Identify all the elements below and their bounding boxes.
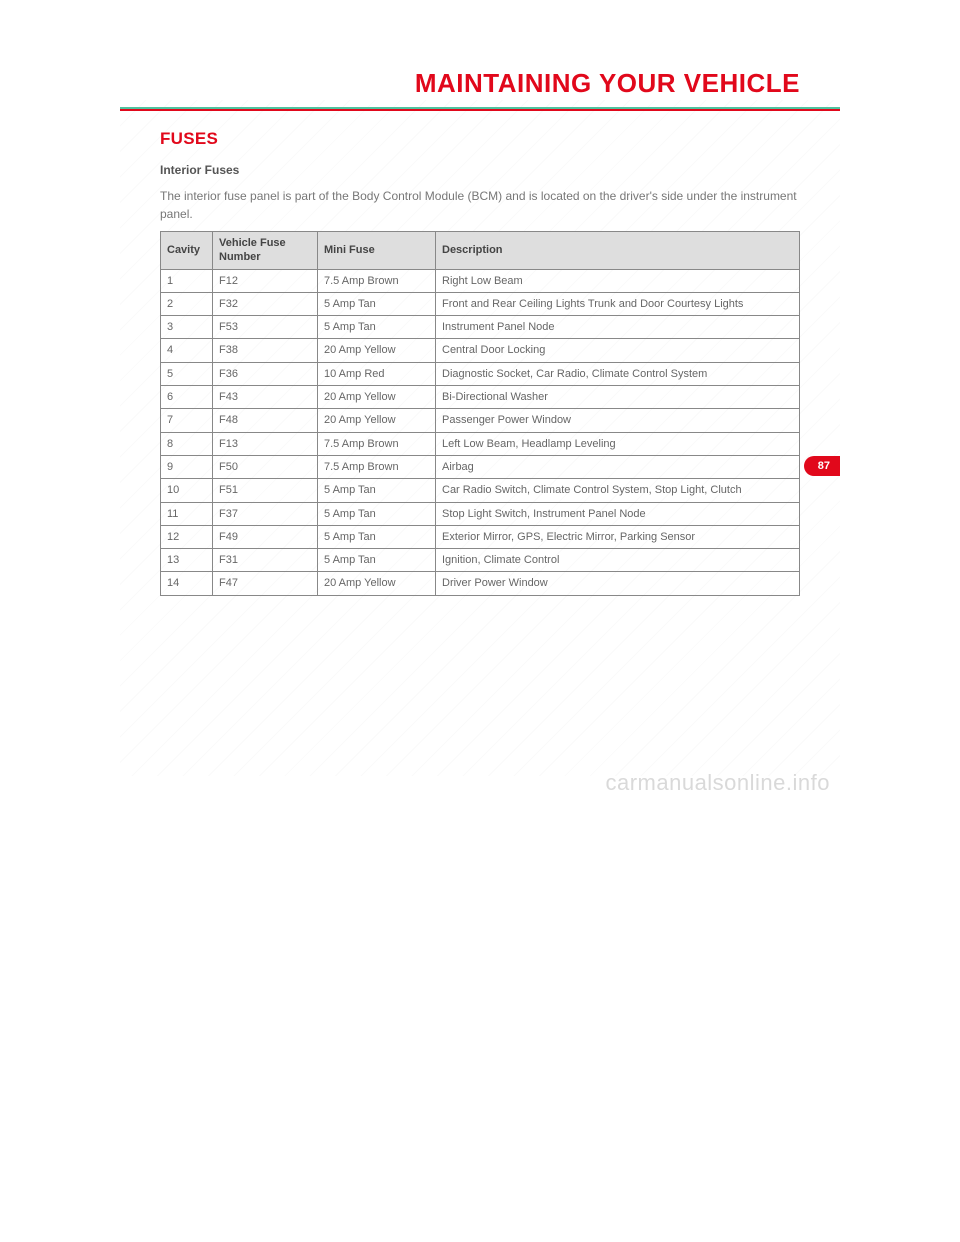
- table-cell: Driver Power Window: [436, 572, 800, 595]
- table-cell: F53: [213, 316, 318, 339]
- table-cell: 5 Amp Tan: [318, 292, 436, 315]
- table-cell: 10 Amp Red: [318, 362, 436, 385]
- watermark-text: carmanualsonline.info: [605, 770, 830, 796]
- table-cell: 14: [161, 572, 213, 595]
- table-cell: Bi-Directional Washer: [436, 386, 800, 409]
- table-row: 3F535 Amp TanInstrument Panel Node: [161, 316, 800, 339]
- table-cell: 11: [161, 502, 213, 525]
- table-row: 8F137.5 Amp BrownLeft Low Beam, Headlamp…: [161, 432, 800, 455]
- table-cell: Left Low Beam, Headlamp Leveling: [436, 432, 800, 455]
- table-row: 7F4820 Amp YellowPassenger Power Window: [161, 409, 800, 432]
- table-cell: F36: [213, 362, 318, 385]
- page-number-badge: 87: [804, 456, 840, 476]
- table-cell: Airbag: [436, 455, 800, 478]
- table-row: 10F515 Amp TanCar Radio Switch, Climate …: [161, 479, 800, 502]
- col-description: Description: [436, 232, 800, 270]
- table-cell: Front and Rear Ceiling Lights Trunk and …: [436, 292, 800, 315]
- fuse-table-body: 1F127.5 Amp BrownRight Low Beam2F325 Amp…: [161, 269, 800, 595]
- table-cell: 4: [161, 339, 213, 362]
- table-row: 12F495 Amp TanExterior Mirror, GPS, Elec…: [161, 525, 800, 548]
- body-area: FUSES Interior Fuses The interior fuse p…: [120, 111, 840, 596]
- table-cell: F37: [213, 502, 318, 525]
- table-cell: 7.5 Amp Brown: [318, 432, 436, 455]
- table-cell: F32: [213, 292, 318, 315]
- col-cavity: Cavity: [161, 232, 213, 270]
- table-cell: F31: [213, 549, 318, 572]
- table-cell: 9: [161, 455, 213, 478]
- table-cell: 5 Amp Tan: [318, 549, 436, 572]
- table-cell: Right Low Beam: [436, 269, 800, 292]
- table-cell: F49: [213, 525, 318, 548]
- table-cell: F43: [213, 386, 318, 409]
- table-cell: Ignition, Climate Control: [436, 549, 800, 572]
- table-cell: 3: [161, 316, 213, 339]
- table-cell: F47: [213, 572, 318, 595]
- table-cell: 12: [161, 525, 213, 548]
- table-cell: Exterior Mirror, GPS, Electric Mirror, P…: [436, 525, 800, 548]
- table-row: 5F3610 Amp RedDiagnostic Socket, Car Rad…: [161, 362, 800, 385]
- table-row: 13F315 Amp TanIgnition, Climate Control: [161, 549, 800, 572]
- table-cell: F12: [213, 269, 318, 292]
- table-row: 14F4720 Amp YellowDriver Power Window: [161, 572, 800, 595]
- table-cell: F13: [213, 432, 318, 455]
- table-cell: F38: [213, 339, 318, 362]
- col-vehicle-fuse-number: Vehicle Fuse Number: [213, 232, 318, 270]
- table-cell: 10: [161, 479, 213, 502]
- table-cell: 13: [161, 549, 213, 572]
- table-cell: 5 Amp Tan: [318, 525, 436, 548]
- intro-paragraph: The interior fuse panel is part of the B…: [160, 187, 800, 223]
- table-cell: 20 Amp Yellow: [318, 409, 436, 432]
- table-cell: Diagnostic Socket, Car Radio, Climate Co…: [436, 362, 800, 385]
- table-cell: Stop Light Switch, Instrument Panel Node: [436, 502, 800, 525]
- table-cell: 5 Amp Tan: [318, 479, 436, 502]
- table-cell: 5 Amp Tan: [318, 502, 436, 525]
- table-row: 1F127.5 Amp BrownRight Low Beam: [161, 269, 800, 292]
- table-row: 4F3820 Amp YellowCentral Door Locking: [161, 339, 800, 362]
- table-cell: Instrument Panel Node: [436, 316, 800, 339]
- table-cell: 20 Amp Yellow: [318, 572, 436, 595]
- table-cell: Car Radio Switch, Climate Control System…: [436, 479, 800, 502]
- page-title: MAINTAINING YOUR VEHICLE: [120, 40, 840, 107]
- table-cell: 1: [161, 269, 213, 292]
- section-title-fuses: FUSES: [160, 129, 800, 149]
- col-mini-fuse: Mini Fuse: [318, 232, 436, 270]
- table-cell: 8: [161, 432, 213, 455]
- table-cell: 5 Amp Tan: [318, 316, 436, 339]
- table-cell: 7.5 Amp Brown: [318, 455, 436, 478]
- page-content: MAINTAINING YOUR VEHICLE FUSES Interior …: [120, 40, 840, 596]
- table-cell: F48: [213, 409, 318, 432]
- table-cell: F50: [213, 455, 318, 478]
- table-cell: 20 Amp Yellow: [318, 339, 436, 362]
- manual-page: MAINTAINING YOUR VEHICLE FUSES Interior …: [120, 40, 840, 776]
- table-row: 11F375 Amp TanStop Light Switch, Instrum…: [161, 502, 800, 525]
- table-cell: 5: [161, 362, 213, 385]
- fuse-table: Cavity Vehicle Fuse Number Mini Fuse Des…: [160, 231, 800, 596]
- table-cell: 20 Amp Yellow: [318, 386, 436, 409]
- table-cell: 6: [161, 386, 213, 409]
- table-cell: F51: [213, 479, 318, 502]
- table-cell: Passenger Power Window: [436, 409, 800, 432]
- table-cell: 7.5 Amp Brown: [318, 269, 436, 292]
- table-row: 6F4320 Amp YellowBi-Directional Washer: [161, 386, 800, 409]
- table-cell: Central Door Locking: [436, 339, 800, 362]
- table-row: 2F325 Amp TanFront and Rear Ceiling Ligh…: [161, 292, 800, 315]
- table-cell: 7: [161, 409, 213, 432]
- subsection-title-interior-fuses: Interior Fuses: [160, 163, 800, 177]
- table-header-row: Cavity Vehicle Fuse Number Mini Fuse Des…: [161, 232, 800, 270]
- table-cell: 2: [161, 292, 213, 315]
- table-row: 9F507.5 Amp BrownAirbag: [161, 455, 800, 478]
